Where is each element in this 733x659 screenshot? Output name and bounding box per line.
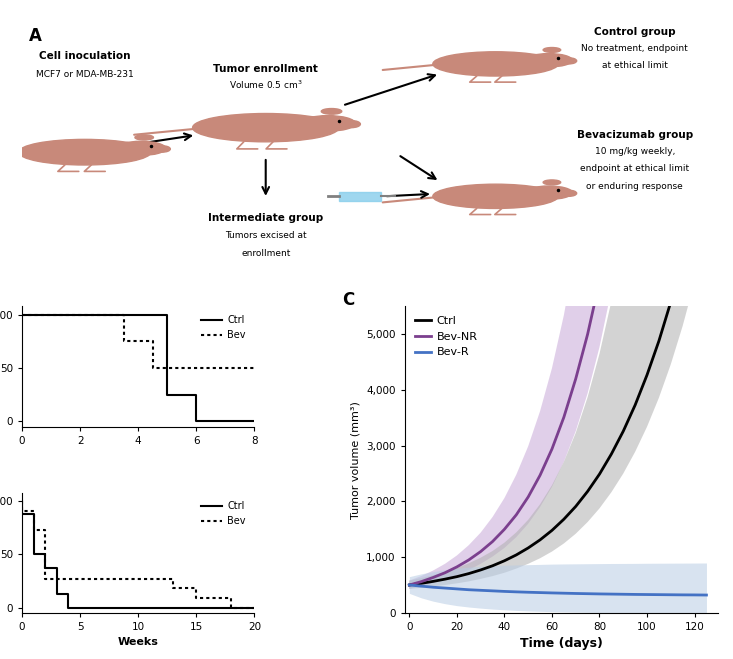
Text: Cell inoculation: Cell inoculation [39,51,130,61]
Text: Volume 0.5 cm$^3$: Volume 0.5 cm$^3$ [229,78,303,91]
Text: No treatment, endpoint: No treatment, endpoint [581,44,688,53]
Text: Tumors excised at: Tumors excised at [225,231,306,241]
Legend: Ctrl, Bev: Ctrl, Bev [197,498,249,530]
Ellipse shape [154,146,170,152]
Text: Control group: Control group [594,27,676,37]
Ellipse shape [321,109,342,114]
Ellipse shape [543,47,561,52]
Text: MCF7 or MDA-MB-231: MCF7 or MDA-MB-231 [36,70,133,78]
Ellipse shape [18,139,151,165]
Ellipse shape [301,115,356,131]
Ellipse shape [193,113,339,142]
Ellipse shape [561,190,577,196]
Ellipse shape [432,184,559,208]
Text: 10 mg/kg weekly,: 10 mg/kg weekly, [594,147,675,156]
Legend: Ctrl, Bev: Ctrl, Bev [197,311,249,344]
X-axis label: Weeks: Weeks [118,637,158,647]
Text: C: C [342,291,354,309]
Text: or enduring response: or enduring response [586,182,683,190]
Text: A: A [29,27,42,45]
Text: at ethical limit: at ethical limit [602,61,668,71]
Ellipse shape [432,52,559,76]
Text: Bevacizumab group: Bevacizumab group [577,130,693,140]
Text: enrollment: enrollment [241,248,290,258]
Legend: Ctrl, Bev-NR, Bev-R: Ctrl, Bev-NR, Bev-R [410,312,482,362]
Ellipse shape [526,53,572,67]
Ellipse shape [561,58,577,64]
Bar [339,192,380,201]
Ellipse shape [342,121,361,128]
Ellipse shape [116,141,166,156]
Text: Intermediate group: Intermediate group [208,214,323,223]
Text: endpoint at ethical limit: endpoint at ethical limit [581,165,689,173]
Text: Tumor enrollment: Tumor enrollment [213,64,318,74]
Y-axis label: Tumor volume (mm³): Tumor volume (mm³) [350,401,361,519]
X-axis label: Time (days): Time (days) [520,637,603,650]
Ellipse shape [526,186,572,200]
Ellipse shape [135,135,153,140]
Ellipse shape [543,180,561,185]
